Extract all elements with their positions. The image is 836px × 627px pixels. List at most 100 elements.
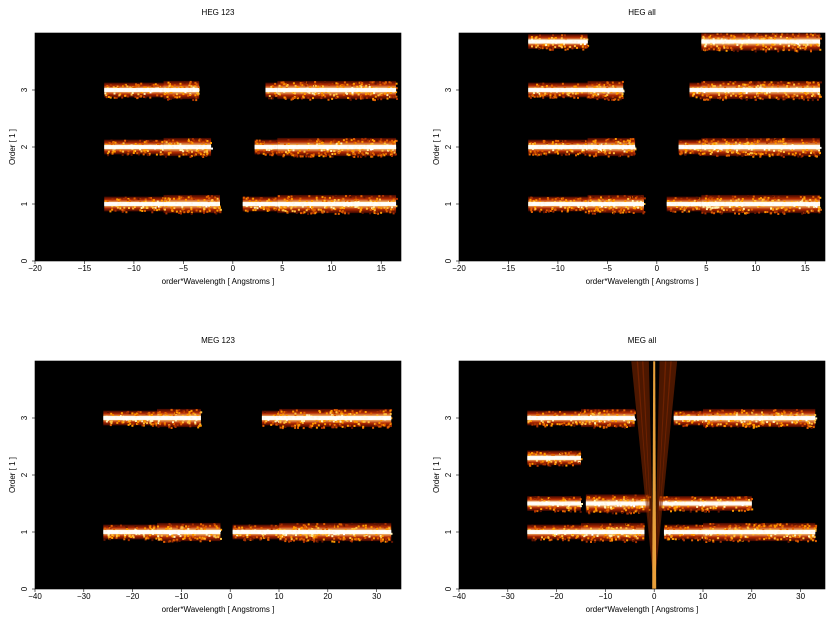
order-band-segment <box>528 197 588 214</box>
panel-0: HEG 123 −20 −15 −10 −5 0 5 10 15 0 1 2 3 order*Wavele… <box>8 8 401 286</box>
order-band-segment <box>255 140 279 157</box>
x-tick-label: −10 <box>127 264 141 273</box>
x-axis-label: order*Wavelength [ Angstroms ] <box>162 277 275 286</box>
order-band-segment <box>527 411 583 428</box>
y-tick-label: 1 <box>444 529 453 534</box>
x-tick-label: −15 <box>78 264 92 273</box>
order-band-segment <box>279 409 392 429</box>
x-tick-label: −30 <box>501 592 515 601</box>
x-tick-label: 10 <box>275 592 284 601</box>
y-tick-label: 3 <box>20 415 29 420</box>
y-tick-label: 1 <box>20 529 29 534</box>
order-band-segment <box>265 83 279 100</box>
order-band-segment <box>586 494 651 514</box>
order-band-segment <box>664 525 705 542</box>
x-tick-label: 10 <box>751 264 760 273</box>
x-tick-label: −20 <box>126 592 140 601</box>
order-band-segment <box>528 140 589 157</box>
x-tick-label: 0 <box>231 264 236 273</box>
order-band-segment <box>703 409 817 429</box>
x-tick-label: −15 <box>502 264 516 273</box>
y-tick-label: 2 <box>444 144 453 149</box>
order-band-segment <box>157 409 202 429</box>
x-tick-label: 30 <box>372 592 381 601</box>
x-tick-label: 15 <box>377 264 386 273</box>
panel-1: HEG all −20 −15 −10 −5 0 5 10 15 0 1 2 3 order*Wavele… <box>432 8 825 286</box>
y-tick-label: 3 <box>444 415 453 420</box>
y-tick-label: 3 <box>444 87 453 92</box>
x-axis-label: order*Wavelength [ Angstroms ] <box>162 605 275 614</box>
chart-title: HEG 123 <box>202 8 235 17</box>
order-band-segment <box>701 32 822 52</box>
y-tick-label: 2 <box>20 144 29 149</box>
order-band-segment <box>157 523 222 543</box>
x-tick-label: 5 <box>280 264 285 273</box>
order-band-segment <box>103 525 159 542</box>
y-tick-label: 0 <box>444 586 453 591</box>
x-tick-label: −5 <box>603 264 613 273</box>
order-band-segment <box>689 83 703 100</box>
x-tick-label: 5 <box>704 264 709 273</box>
order-band-segment <box>104 83 165 100</box>
y-tick-label: 2 <box>20 472 29 477</box>
order-band-segment <box>679 140 703 156</box>
x-tick-label: −40 <box>452 592 466 601</box>
x-tick-label: 10 <box>699 592 708 601</box>
order-band-segment <box>262 411 281 427</box>
x-tick-label: 30 <box>796 592 805 601</box>
y-tick-label: 1 <box>20 201 29 206</box>
order-band-segment <box>164 195 222 215</box>
order-band-segment <box>528 34 589 51</box>
x-tick-label: 0 <box>228 592 233 601</box>
x-tick-label: −20 <box>550 592 564 601</box>
y-tick-label: 2 <box>444 472 453 477</box>
y-tick-label: 0 <box>20 586 29 591</box>
order-band-segment <box>103 411 158 427</box>
x-tick-label: 0 <box>655 264 660 273</box>
chart-title: MEG 123 <box>201 336 235 345</box>
order-band-segment <box>528 83 588 99</box>
x-tick-label: −20 <box>28 264 42 273</box>
order-band-segment <box>277 81 398 101</box>
order-band-segment <box>104 140 165 157</box>
order-band-segment <box>667 197 702 213</box>
order-band-segment <box>701 138 821 158</box>
y-tick-label: 3 <box>20 87 29 92</box>
order-band-segment <box>527 525 582 542</box>
order-band-segment <box>703 523 817 543</box>
panel-3: MEG all −40 −30 −20 −10 0 10 20 30 0 1 2 3 order*Wave… <box>432 336 825 614</box>
x-tick-label: 20 <box>323 592 332 601</box>
order-band-segment <box>277 195 398 215</box>
order-band-segment <box>277 138 397 158</box>
y-tick-label: 0 <box>20 258 29 263</box>
order-band-segment <box>527 496 583 513</box>
x-tick-label: 15 <box>801 264 810 273</box>
x-tick-label: 20 <box>747 592 756 601</box>
y-axis-label: Order [ 1 ] <box>8 129 17 165</box>
y-axis-label: Order [ 1 ] <box>8 457 17 493</box>
order-band-segment <box>243 197 278 213</box>
x-tick-label: −10 <box>551 264 565 273</box>
x-axis-label: order*Wavelength [ Angstroms ] <box>586 277 699 286</box>
order-band-segment <box>659 496 753 513</box>
x-tick-label: −40 <box>28 592 42 601</box>
y-tick-label: 1 <box>444 201 453 206</box>
y-axis-label: Order [ 1 ] <box>432 129 441 165</box>
x-tick-label: −10 <box>599 592 613 601</box>
chart-title: HEG all <box>628 8 656 17</box>
x-tick-label: −5 <box>179 264 189 273</box>
order-band-segment <box>164 81 200 101</box>
order-band-segment <box>164 138 213 158</box>
order-band-segment <box>581 409 636 429</box>
x-tick-label: −30 <box>77 592 91 601</box>
plot-background <box>35 361 401 589</box>
y-tick-label: 0 <box>444 258 453 263</box>
order-band-segment <box>588 195 646 215</box>
x-tick-label: −20 <box>452 264 466 273</box>
order-band-segment <box>701 81 822 101</box>
x-tick-label: 0 <box>652 592 657 601</box>
order-band-segment <box>527 450 582 466</box>
order-band-segment <box>233 525 280 542</box>
x-tick-label: 10 <box>327 264 336 273</box>
